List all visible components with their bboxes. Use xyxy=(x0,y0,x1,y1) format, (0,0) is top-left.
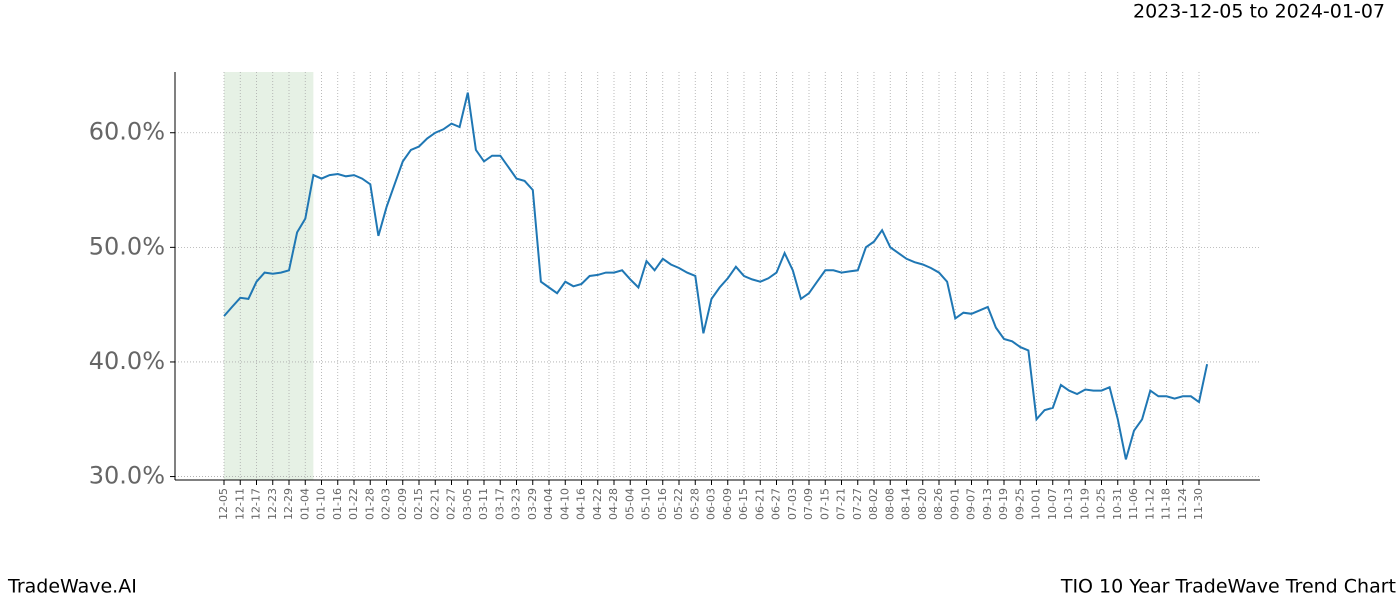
y-tick-label: 30.0% xyxy=(89,462,165,490)
trend-line xyxy=(223,92,1209,460)
x-tick-label: 05-22 xyxy=(672,488,685,520)
x-tick-label: 06-21 xyxy=(753,488,766,520)
y-tick-label: 40.0% xyxy=(89,347,165,375)
x-tick-label: 04-10 xyxy=(558,488,571,520)
brand: TradeWave.AI xyxy=(7,576,137,598)
x-tick-label: 12-23 xyxy=(266,488,279,520)
x-tick-label: 06-27 xyxy=(770,488,783,520)
x-tick-label: 02-21 xyxy=(428,488,441,520)
x-tick-label: 04-22 xyxy=(591,488,604,520)
x-tick-label: 01-04 xyxy=(298,488,311,520)
x-tick-label: 02-27 xyxy=(445,488,458,520)
x-tick-label: 07-03 xyxy=(786,488,799,520)
x-tick-label: 07-09 xyxy=(802,488,815,520)
x-tick-label: 06-09 xyxy=(721,488,734,520)
x-tick-label: 10-07 xyxy=(1046,488,1059,520)
y-tick-label: 50.0% xyxy=(89,232,165,260)
x-tick-label: 05-10 xyxy=(640,488,653,520)
x-tick-label: 02-09 xyxy=(396,488,409,520)
x-tick-label: 08-08 xyxy=(883,488,896,520)
x-tick-label: 03-05 xyxy=(461,488,474,520)
x-tick-label: 11-06 xyxy=(1127,488,1140,520)
x-tick-label: 12-29 xyxy=(282,488,295,520)
x-tick-label: 09-25 xyxy=(1013,488,1026,520)
highlight-band xyxy=(224,72,314,480)
x-tick-label: 02-03 xyxy=(380,488,393,520)
x-tick-label: 12-05 xyxy=(217,488,230,520)
x-tick-label: 08-20 xyxy=(916,488,929,520)
y-tick-label: 60.0% xyxy=(89,118,165,146)
x-tick-label: 04-04 xyxy=(542,488,555,520)
x-tick-label: 09-19 xyxy=(997,488,1010,520)
x-tick-label: 11-30 xyxy=(1192,488,1205,520)
date-range: 2023-12-05 to 2024-01-07 xyxy=(1133,1,1385,23)
x-tick-label: 03-11 xyxy=(477,488,490,520)
x-tick-label: 11-18 xyxy=(1160,488,1173,520)
x-tick-label: 10-19 xyxy=(1078,488,1091,520)
x-tick-label: 07-21 xyxy=(835,488,848,520)
x-tick-label: 09-13 xyxy=(981,488,994,520)
x-tick-label: 09-01 xyxy=(948,488,961,520)
x-tick-label: 07-15 xyxy=(818,488,831,520)
x-tick-label: 04-16 xyxy=(575,488,588,520)
x-tick-label: 05-16 xyxy=(656,488,669,520)
x-tick-label: 12-11 xyxy=(233,488,246,520)
x-tick-label: 07-27 xyxy=(851,488,864,520)
x-tick-label: 01-10 xyxy=(315,488,328,520)
x-tick-label: 12-17 xyxy=(250,488,263,520)
x-tick-label: 01-28 xyxy=(363,488,376,520)
x-tick-label: 10-13 xyxy=(1062,488,1075,520)
x-tick-label: 05-04 xyxy=(623,488,636,520)
x-tick-label: 01-16 xyxy=(331,488,344,520)
x-tick-label: 06-15 xyxy=(737,488,750,520)
x-tick-label: 10-01 xyxy=(1030,488,1043,520)
x-tick-label: 08-26 xyxy=(932,488,945,520)
x-tick-label: 01-22 xyxy=(347,488,360,520)
chart-caption: TIO 10 Year TradeWave Trend Chart xyxy=(1060,576,1396,598)
x-tick-label: 10-31 xyxy=(1111,488,1124,520)
x-tick-label: 02-15 xyxy=(412,488,425,520)
x-tick-label: 08-02 xyxy=(867,488,880,520)
x-tick-label: 03-17 xyxy=(493,488,506,520)
x-tick-label: 03-23 xyxy=(510,488,523,520)
x-tick-label: 04-28 xyxy=(607,488,620,520)
x-tick-label: 08-14 xyxy=(900,488,913,520)
x-tick-label: 11-24 xyxy=(1176,488,1189,520)
x-tick-label: 06-03 xyxy=(705,488,718,520)
x-tick-label: 05-28 xyxy=(688,488,701,520)
x-tick-label: 11-12 xyxy=(1143,488,1156,520)
x-tick-label: 09-07 xyxy=(965,488,978,520)
x-tick-label: 03-29 xyxy=(526,488,539,520)
x-tick-label: 10-25 xyxy=(1095,488,1108,520)
